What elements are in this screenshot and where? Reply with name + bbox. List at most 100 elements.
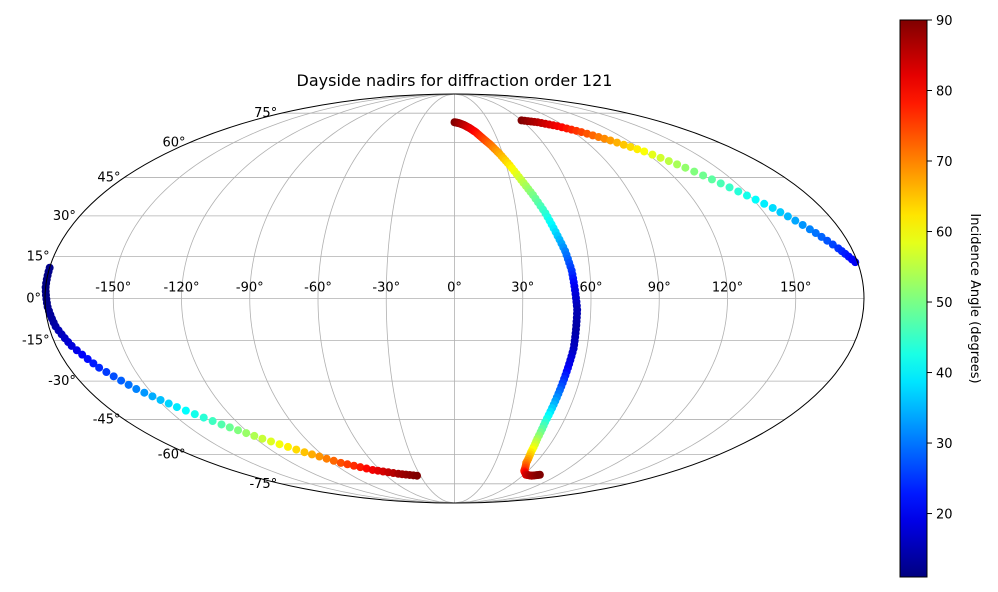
nadir-point xyxy=(242,429,251,438)
graticule-grid xyxy=(45,94,864,503)
nadir-point xyxy=(267,437,276,446)
nadir-point xyxy=(95,363,104,372)
nadir-point xyxy=(760,199,769,208)
latitude-tick-label: 15° xyxy=(27,250,50,265)
colorbar-tick-label: 90 xyxy=(936,14,953,29)
colorbar: 20 30 40 50 60 70 80 90 Incidence Angle (degree… xyxy=(899,14,982,578)
nadir-point xyxy=(300,448,309,457)
longitude-tick-labels: -150° -120° -90° -60° -30° 0° 30° 60° 90° 120° 150… xyxy=(95,281,811,296)
nadir-point xyxy=(199,413,208,422)
nadir-point xyxy=(707,175,716,184)
nadir-point xyxy=(148,392,157,401)
nadir-point xyxy=(343,460,352,469)
nadir-point xyxy=(283,442,292,451)
nadir-point xyxy=(413,471,422,480)
map-outline xyxy=(44,93,865,504)
longitude-tick-label: -150° xyxy=(95,281,131,296)
nadir-point xyxy=(619,140,628,149)
nadir-point xyxy=(690,167,699,176)
colorbar-tick-label: 50 xyxy=(936,296,953,311)
nadir-point xyxy=(117,376,126,385)
latitude-tick-label: 0° xyxy=(26,292,41,307)
colorbar-ticks: 20 30 40 50 60 70 80 90 xyxy=(927,14,953,523)
latitude-tick-label: 30° xyxy=(53,209,76,224)
nadir-point xyxy=(673,160,682,169)
nadir-point xyxy=(164,399,173,408)
nadir-point xyxy=(234,426,243,435)
nadir-point xyxy=(307,450,316,459)
longitude-tick-label: 90° xyxy=(648,281,671,296)
nadir-point xyxy=(140,388,149,397)
colorbar-tick-label: 40 xyxy=(936,367,953,382)
colorbar-tick-label: 80 xyxy=(936,85,953,100)
nadir-point xyxy=(292,445,301,454)
nadir-point xyxy=(102,368,111,377)
latitude-tick-label: 45° xyxy=(97,170,120,185)
nadir-point xyxy=(805,225,814,234)
nadir-point xyxy=(89,359,98,368)
longitude-tick-label: -120° xyxy=(163,281,199,296)
nadir-point xyxy=(776,208,785,217)
nadir-point xyxy=(633,145,642,154)
longitude-tick-label: -90° xyxy=(236,281,264,296)
nadir-point xyxy=(250,431,259,440)
nadir-point xyxy=(322,454,331,463)
colorbar-tick-label: 20 xyxy=(936,508,953,523)
nadir-point xyxy=(275,440,284,449)
nadir-point xyxy=(791,216,800,225)
longitude-tick-label: 60° xyxy=(579,281,602,296)
longitude-tick-label: 0° xyxy=(447,281,462,296)
nadir-point xyxy=(217,420,226,429)
nadir-point xyxy=(225,423,234,432)
colorbar-tick-label: 70 xyxy=(936,155,953,170)
nadir-point xyxy=(315,452,324,461)
nadir-point xyxy=(329,456,338,465)
nadir-point xyxy=(783,212,792,221)
longitude-tick-label: 150° xyxy=(780,281,811,296)
nadir-point xyxy=(606,136,615,145)
latitude-tick-label: 75° xyxy=(254,106,277,121)
latitude-tick-label: -45° xyxy=(93,413,121,428)
nadir-point xyxy=(535,470,544,479)
latitude-tick-label: -75° xyxy=(249,477,277,492)
nadir-point xyxy=(349,461,358,470)
nadir-point xyxy=(742,191,751,200)
nadir-point xyxy=(725,183,734,192)
nadir-point xyxy=(626,142,635,151)
latitude-tick-label: 60° xyxy=(162,136,185,151)
nadir-point xyxy=(798,220,807,229)
longitude-tick-label: -30° xyxy=(372,281,400,296)
longitude-tick-label: -60° xyxy=(304,281,332,296)
colorbar-tick-label: 60 xyxy=(936,226,953,241)
longitude-tick-label: 30° xyxy=(511,281,534,296)
nadir-point xyxy=(362,464,371,473)
nadir-point xyxy=(181,406,190,415)
latitude-tick-labels: 75° 60° 45° 30° 15° 0° -15° -30° -45° -60° -75° xyxy=(22,106,277,492)
nadir-point xyxy=(336,458,345,467)
nadir-point xyxy=(132,385,141,394)
latitude-tick-label: -30° xyxy=(48,374,76,389)
nadir-point xyxy=(656,153,665,162)
latitude-tick-label: -60° xyxy=(158,447,186,462)
nadir-point xyxy=(356,463,365,472)
nadir-point xyxy=(716,179,725,188)
nadir-point xyxy=(811,229,820,238)
nadir-point xyxy=(258,434,267,443)
longitude-tick-label: 120° xyxy=(712,281,743,296)
colorbar-gradient xyxy=(899,19,928,578)
nadir-point xyxy=(648,150,657,159)
nadir-point xyxy=(156,395,165,404)
nadir-point xyxy=(734,187,743,196)
nadir-point xyxy=(83,355,92,364)
latitude-tick-label: -15° xyxy=(22,333,50,348)
nadir-point xyxy=(751,195,760,204)
nadir-point xyxy=(109,372,118,381)
nadir-points xyxy=(41,116,860,480)
nadir-point xyxy=(78,350,87,359)
chart-title: Dayside nadirs for diffraction order 121 xyxy=(297,71,613,90)
nadir-point xyxy=(681,163,690,172)
colorbar-tick-label: 30 xyxy=(936,437,953,452)
nadir-point xyxy=(124,380,133,389)
